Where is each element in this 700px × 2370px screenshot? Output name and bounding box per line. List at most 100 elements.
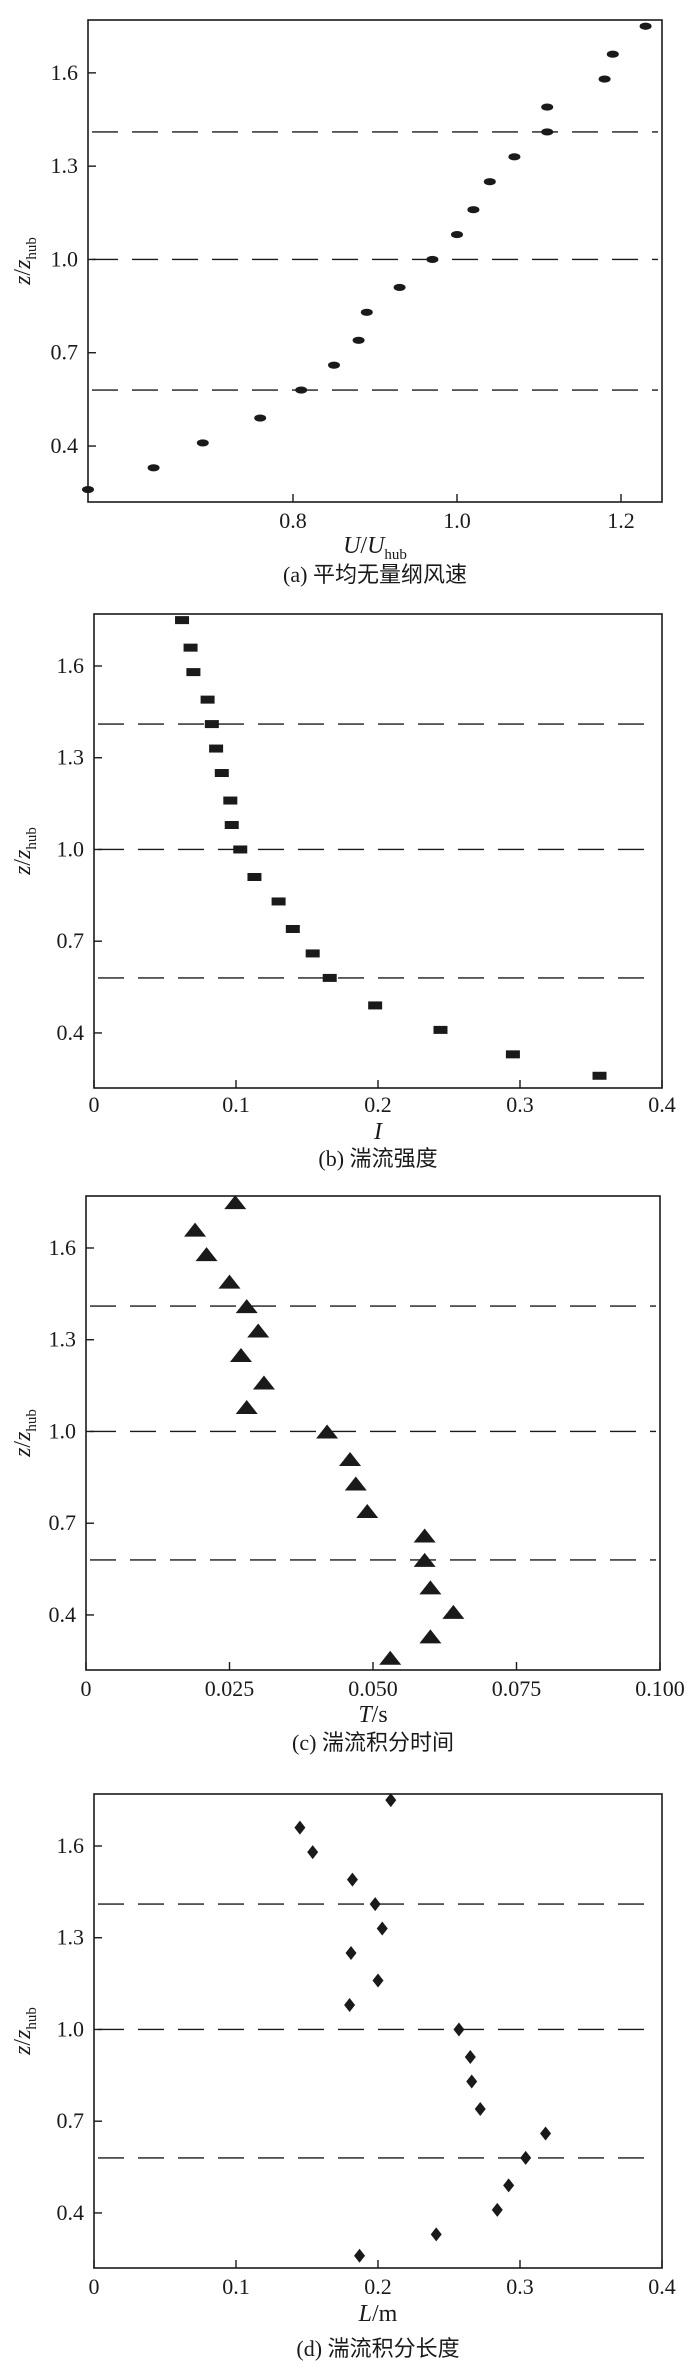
- data-point-a: [360, 308, 373, 316]
- data-point-b: [204, 720, 219, 729]
- data-point-b: [233, 845, 248, 854]
- data-point-a: [541, 103, 554, 111]
- data-point-b: [175, 616, 190, 625]
- data-point-b: [305, 949, 320, 958]
- data-point-d: [474, 2101, 486, 2116]
- x-tick-label-b: 0.1: [222, 1092, 250, 1117]
- chart-a: 0.8 1.0 1.2 0.4 0.7 1.0 1.3 1.6 U/Uhub​ z/zhub​ (a…: [10, 19, 663, 587]
- data-point-b: [505, 1050, 520, 1059]
- data-point-a: [352, 336, 365, 344]
- data-point-d: [385, 1793, 397, 1808]
- x-tick-label-c: 0.100: [635, 1676, 685, 1701]
- data-point-b: [368, 1001, 383, 1010]
- data-point-b: [223, 796, 238, 805]
- y-tick-label-c: 1.0: [49, 1418, 77, 1443]
- data-point-c: [235, 1299, 258, 1314]
- data-point-b: [247, 872, 262, 881]
- data-point-c: [419, 1580, 442, 1595]
- chart-panel-c: 0 0.025 0.050 0.075 0.100 0.4 0.7 1.0 1.3 1.6 T/s z…: [0, 1184, 700, 1776]
- x-tick-label-b: 0.3: [506, 1092, 534, 1117]
- caption-c: (c) 湍流积分时间: [292, 1730, 454, 1755]
- y-tick-label-a: 0.7: [51, 340, 79, 365]
- x-tick-label-d: 0: [89, 2274, 100, 2299]
- x-tick-label-c: 0: [81, 1676, 92, 1701]
- data-point-c: [442, 1604, 465, 1619]
- y-tick-label-c: 1.6: [49, 1235, 77, 1260]
- data-point-d: [346, 1872, 358, 1887]
- y-tick-label-d: 0.7: [57, 2108, 85, 2133]
- x-axis-label-d: L/m: [358, 2301, 398, 2327]
- data-point-b: [186, 668, 201, 677]
- y-tick-label-a: 1.6: [51, 60, 79, 85]
- y-tick-label-b: 1.0: [57, 836, 85, 861]
- y-axis-label-c: z/zhub​: [10, 1409, 40, 1458]
- data-point-b: [183, 643, 198, 652]
- caption-b: (b) 湍流强度: [318, 1146, 437, 1171]
- x-tick-label-a: 1.0: [443, 508, 471, 533]
- y-tick-label-a: 0.4: [51, 433, 79, 458]
- x-tick-label-c: 0.075: [492, 1676, 542, 1701]
- data-point-c: [316, 1424, 339, 1439]
- data-point-a: [508, 153, 521, 161]
- x-tick-label-d: 0.4: [648, 2274, 676, 2299]
- data-point-d: [294, 1820, 306, 1835]
- data-point-c: [413, 1528, 436, 1543]
- x-tick-label-b: 0: [89, 1092, 100, 1117]
- y-tick-label-b: 1.3: [57, 745, 85, 770]
- y-tick-label-c: 0.4: [49, 1602, 77, 1627]
- chart-panel-a: 0.8 1.0 1.2 0.4 0.7 1.0 1.3 1.6 U/Uhub​ z/zhub​ (a…: [0, 0, 700, 592]
- data-point-c: [356, 1503, 379, 1518]
- chart-b: 0 0.1 0.2 0.3 0.4 0.4 0.7 1.0 1.3 1.6 Iz/zhub​ (b) …: [10, 613, 676, 1171]
- chart-panel-d: 0 0.1 0.2 0.3 0.4 0.4 0.7 1.0 1.3 1.6 L/m z/zhub​ (d…: [0, 1776, 700, 2370]
- data-point-b: [433, 1025, 448, 1034]
- data-point-c: [195, 1247, 218, 1262]
- data-point-b: [271, 897, 286, 906]
- data-point-a: [467, 206, 480, 214]
- x-tick-label-a: 0.8: [279, 508, 307, 533]
- x-tick-label-b: 0.4: [648, 1092, 676, 1117]
- data-point-c: [379, 1650, 402, 1665]
- data-point-a: [196, 439, 209, 447]
- data-point-c: [218, 1274, 241, 1289]
- data-point-a: [295, 386, 308, 394]
- data-point-c: [229, 1348, 252, 1363]
- data-point-d: [466, 2074, 478, 2089]
- y-tick-label-b: 1.6: [57, 653, 85, 678]
- data-point-b: [285, 924, 300, 933]
- y-tick-label-b: 0.7: [57, 928, 85, 953]
- chart-panel-b: 0 0.1 0.2 0.3 0.4 0.4 0.7 1.0 1.3 1.6 Iz/zhub​ (b) …: [0, 592, 700, 1184]
- data-point-d: [491, 2202, 503, 2217]
- plot-frame-c: [85, 1195, 661, 1671]
- data-point-a: [541, 128, 554, 136]
- data-point-c: [252, 1375, 275, 1390]
- plot-frame-b: [93, 613, 663, 1089]
- data-point-a: [606, 50, 619, 58]
- data-point-b: [209, 744, 224, 753]
- x-axis-label-b: I: [373, 1119, 383, 1145]
- plot-frame-a: [87, 19, 663, 503]
- x-tick-label-b: 0.2: [364, 1092, 392, 1117]
- y-tick-label-a: 1.3: [51, 153, 79, 178]
- x-axis-label-c: T/s: [358, 1702, 387, 1728]
- caption-a: (a) 平均无量纲风速: [283, 562, 467, 587]
- data-point-d: [464, 2049, 476, 2064]
- y-tick-label-d: 1.0: [57, 2016, 85, 2041]
- data-point-d: [354, 2248, 366, 2263]
- data-point-a: [82, 485, 94, 494]
- data-point-a: [147, 464, 160, 472]
- x-tick-label-c: 0.025: [205, 1676, 255, 1701]
- y-tick-label-a: 1.0: [51, 246, 79, 271]
- y-tick-label-c: 1.3: [49, 1327, 77, 1352]
- data-point-a: [598, 75, 611, 83]
- x-tick-label-d: 0.1: [222, 2274, 250, 2299]
- data-point-b: [592, 1071, 607, 1080]
- data-point-d: [372, 1973, 384, 1988]
- data-point-d: [376, 1921, 388, 1936]
- data-point-d: [369, 1897, 381, 1912]
- data-point-a: [451, 230, 463, 239]
- y-axis-label-a: z/zhub​: [10, 237, 40, 286]
- data-point-d: [453, 2022, 465, 2037]
- y-tick-label-d: 0.4: [57, 2200, 85, 2225]
- data-point-a: [328, 361, 340, 369]
- x-tick-label-d: 0.2: [364, 2274, 392, 2299]
